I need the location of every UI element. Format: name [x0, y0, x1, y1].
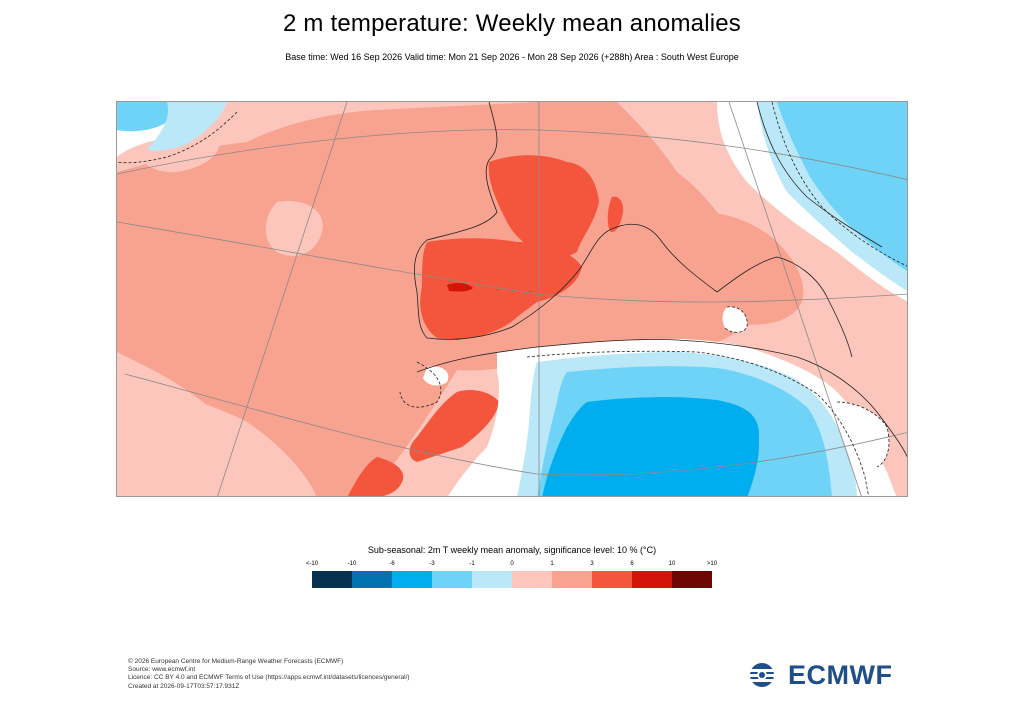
ecmwf-logo[interactable]: ECMWF [748, 660, 892, 690]
slightly-warm-pocket-south [117, 382, 317, 496]
very-cold-region-east [675, 401, 759, 496]
legend-tick: 10 [668, 561, 676, 567]
very-warm-france [488, 155, 599, 262]
ecmwf-logo-text: ECMWF [788, 659, 893, 690]
legend-tick: -10 [347, 561, 357, 567]
legend-title: Sub-seasonal: 2m T weekly mean anomaly, … [367, 545, 657, 555]
legend-tick: <-10 [305, 561, 319, 567]
graticule [117, 102, 907, 496]
anomaly-map[interactable] [116, 101, 908, 497]
legend-tick: >10 [706, 561, 718, 567]
legend-swatch [392, 571, 432, 588]
legend-tick: -6 [389, 561, 395, 567]
cold-region-balkans [777, 102, 907, 271]
very-warm-iberia [420, 238, 582, 340]
legend-swatch [592, 571, 632, 588]
very-warm-africa-coast [409, 390, 499, 462]
cool-top-left [117, 102, 173, 132]
footer-licence: Licence: CC BY 4.0 and ECMWF Terms of Us… [128, 674, 410, 682]
coastlines [414, 102, 907, 458]
legend-tick: -3 [429, 561, 435, 567]
legend-swatch [312, 571, 352, 588]
legend-tick: 1 [550, 561, 554, 567]
legend-swatch [632, 571, 672, 588]
footer-created: Created at 2026-09-17T03:57:17.931Z [128, 682, 240, 690]
very-warm-africa-south [348, 457, 404, 496]
legend-tick: 0 [510, 561, 514, 567]
ecmwf-globe-icon [748, 663, 784, 687]
legend-swatch [432, 571, 472, 588]
legend-colorbar [312, 571, 712, 588]
legend-tick: -1 [469, 561, 475, 567]
neutral-sardinia [722, 306, 748, 333]
footer-copyright: © 2026 European Centre for Medium-Range … [128, 658, 344, 665]
footer-credits: © 2026 European Centre for Medium-Range … [128, 658, 410, 691]
legend-ticks: <-10 -10 -6 -3 -1 0 1 3 6 10 >10 [306, 561, 717, 571]
legend-swatch [552, 571, 592, 588]
neutral-pocket-gibraltar [423, 366, 449, 386]
cool-top-left-outer [147, 102, 227, 151]
significance-contours [117, 102, 907, 496]
legend-swatch [512, 571, 552, 588]
very-warm-alps [607, 196, 624, 232]
legend-swatch [472, 571, 512, 588]
warm-region-italy [675, 211, 804, 325]
map-subtitle: Base time: Wed 16 Sep 2026 Valid time: M… [285, 52, 739, 62]
footer-source: Source: www.ecmwf.int [128, 666, 196, 674]
legend-swatch [352, 571, 392, 588]
map-title: 2 m temperature: Weekly mean anomalies [282, 10, 742, 37]
slightly-warm-pocket-central [265, 201, 323, 256]
legend-tick: 3 [590, 561, 594, 567]
neutral-pocket-east [837, 402, 889, 467]
legend-tick: 6 [630, 561, 634, 567]
legend-swatch [672, 571, 712, 588]
extreme-warm-patch [447, 283, 473, 292]
